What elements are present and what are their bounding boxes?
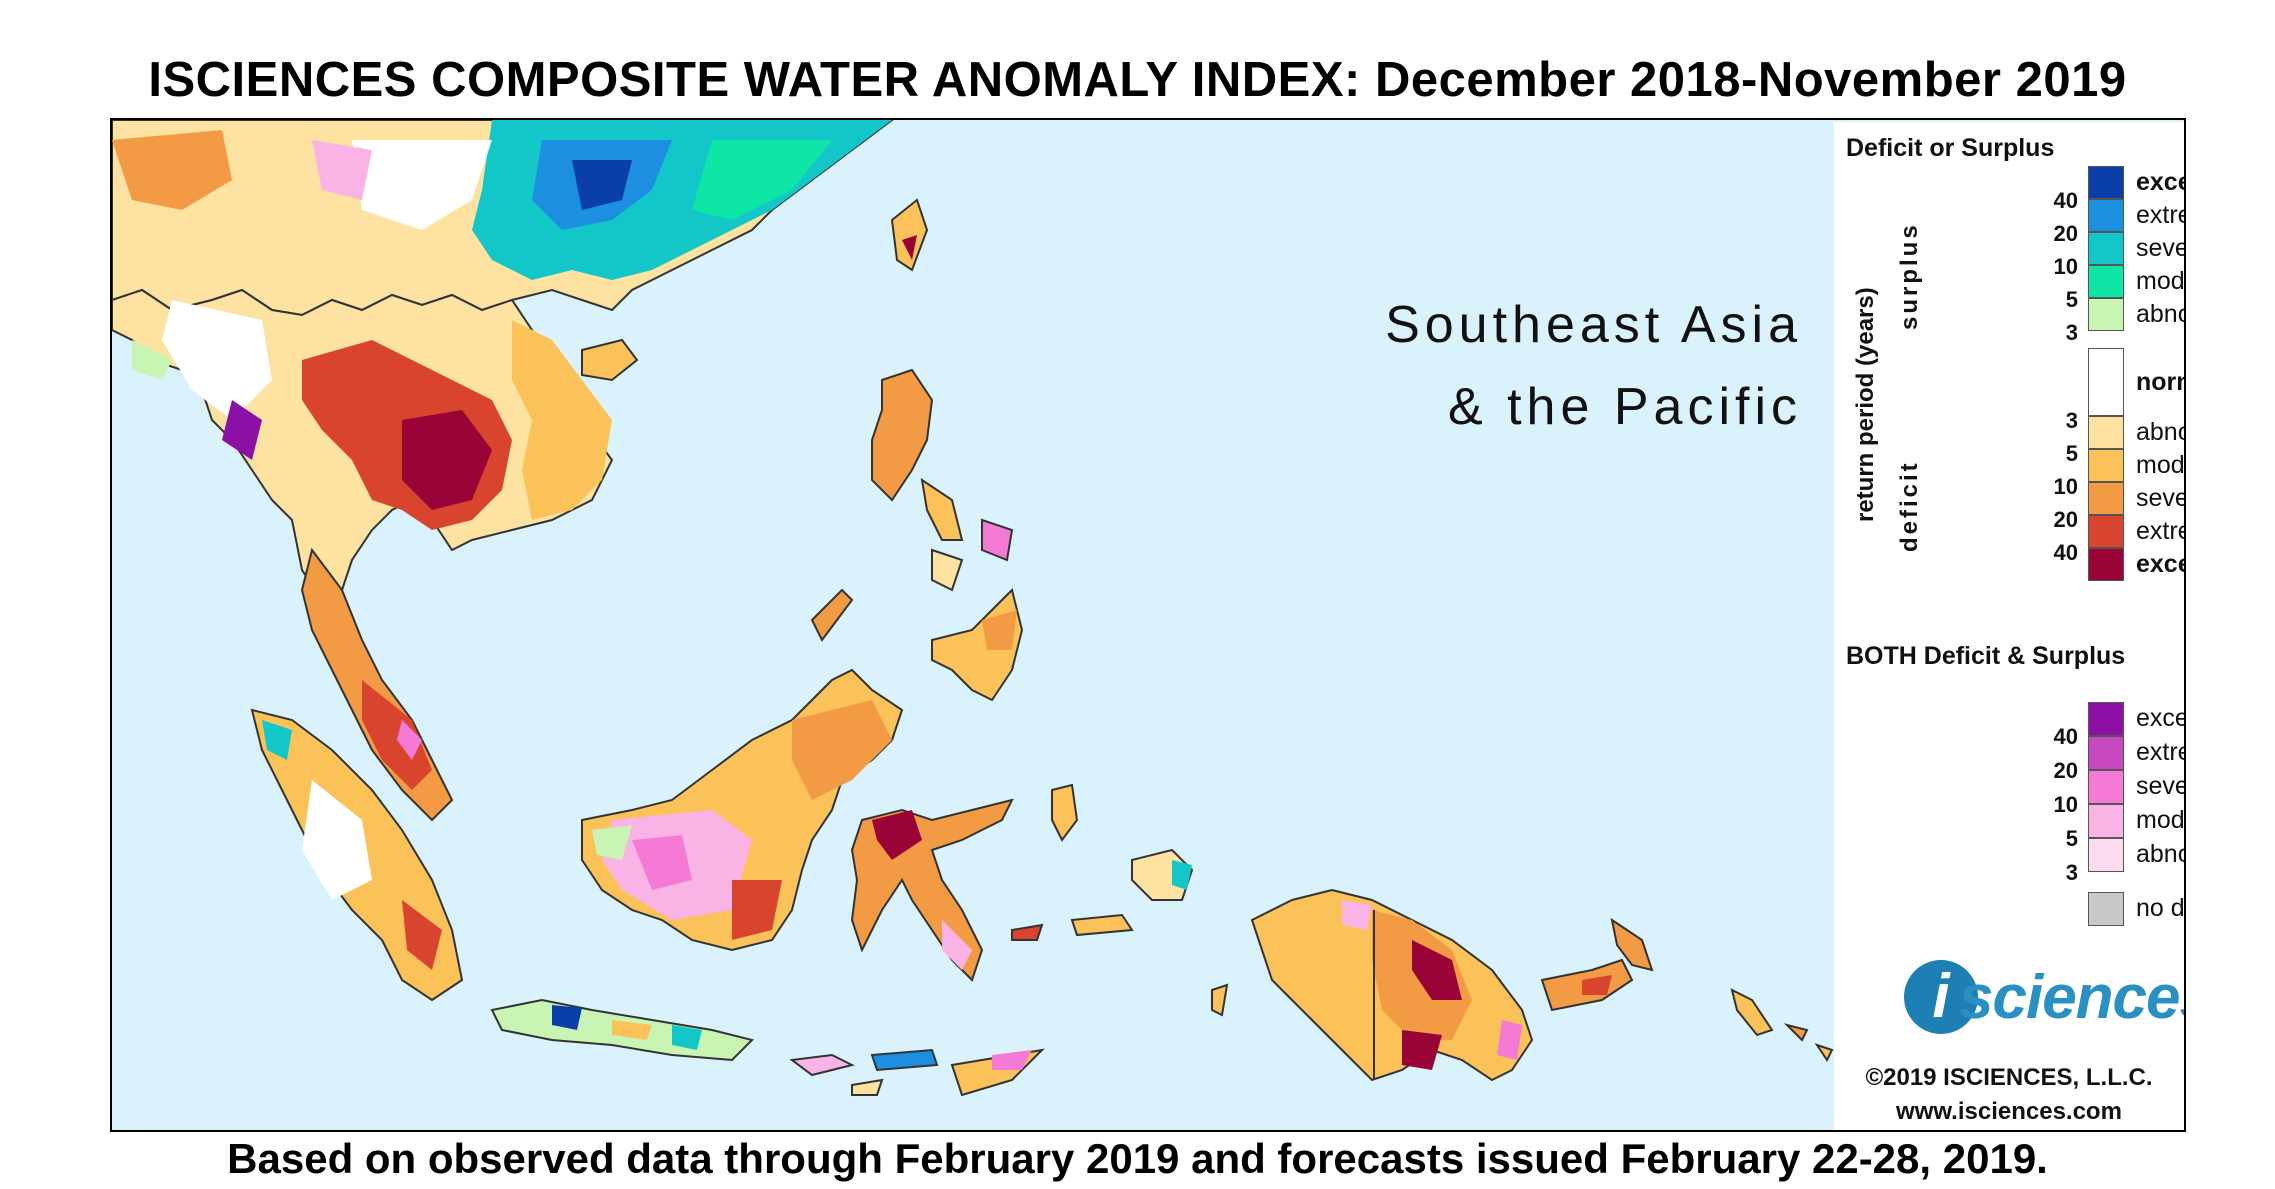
legend-deficit-num-3: 20 (2053, 507, 2078, 532)
legend-deficit-num-0: 3 (2065, 408, 2078, 433)
legend-both-label-2: severe (2136, 772, 2184, 800)
region-label-line2: & the Pacific (1447, 378, 1802, 436)
land-sumatra (250, 708, 464, 1002)
land-indochina (112, 288, 614, 602)
land-china (112, 120, 894, 317)
land-borneo (581, 668, 904, 952)
legend-surplus-num-0: 40 (2053, 188, 2078, 213)
legend-deficit-label-1: moderate (2136, 451, 2185, 479)
legend-both-num-3: 5 (2065, 826, 2078, 851)
land-maluku (1011, 783, 1229, 1017)
legend-axis-label: return period (years) (1852, 287, 1879, 522)
legend-deficit-label-2: severe (2136, 484, 2184, 512)
land-lesser-sunda (789, 1048, 1045, 1097)
legend-deficit-swatch-2 (2088, 482, 2124, 515)
legend-deficit-swatch-4 (2088, 548, 2124, 581)
legend-both-swatch-1 (2088, 736, 2124, 770)
legend-swatch-no-data (2088, 892, 2124, 926)
legend-both-swatch-0 (2088, 702, 2124, 736)
website-link[interactable]: www.isciences.com (1896, 1098, 2122, 1125)
legend-label-normal: normal (2136, 368, 2184, 396)
land-java (490, 998, 754, 1062)
legend-surplus-swatch-4 (2088, 298, 2124, 331)
legend-both-label-4: abnormal (2136, 840, 2184, 868)
legend-label-no-data: no data (2136, 894, 2185, 922)
map-title: ISCIENCES COMPOSITE WATER ANOMALY INDEX:… (148, 53, 2127, 107)
legend-surplus-label-4: abnormal (2136, 300, 2184, 328)
legend-surplus-swatch-1 (2088, 199, 2124, 232)
legend-deficit-label-0: abnormal (2136, 418, 2184, 446)
legend-both-label-1: extreme (2136, 738, 2184, 766)
legend-both-heading: BOTH Deficit & Surplus (1846, 642, 2126, 670)
copyright-text: ©2019 ISCIENCES, L.L.C. (1865, 1064, 2153, 1091)
legend-deficit-swatch-3 (2088, 515, 2124, 548)
legend-surplus-num-1: 20 (2053, 221, 2078, 246)
legend-surplus-label-0: exceptional (2136, 168, 2184, 196)
legend-both-label-0: exceptional (2136, 704, 2184, 732)
legend-both-num-4: 3 (2065, 860, 2078, 885)
legend-deficit-label-4: exceptional (2136, 550, 2184, 578)
legend-surplus-label-3: moderate (2136, 267, 2185, 295)
footer-note: Based on observed data through February … (227, 1135, 2048, 1182)
map-frame: Southeast Asia & the Pacific Deficit or … (110, 118, 2186, 1132)
legend-deficit-num-4: 40 (2053, 540, 2078, 565)
legend-both-swatch-2 (2088, 770, 2124, 804)
region-label: Southeast Asia & the Pacific (1162, 295, 1802, 437)
land-sulawesi (850, 798, 1014, 982)
legend-surplus-label: surplus (1896, 222, 1923, 330)
legend-deficit-label-3: extreme (2136, 517, 2184, 545)
legend-deficit-num-1: 5 (2065, 441, 2078, 466)
legend-deficit-num-2: 10 (2053, 474, 2078, 499)
legend-surplus-swatch-0 (2088, 166, 2124, 199)
legend-surplus-label-1: extreme (2136, 201, 2184, 229)
legend-surplus-swatch-2 (2088, 232, 2124, 265)
legend-surplus-label-2: severe (2136, 234, 2184, 262)
land-bismarck (1540, 917, 1834, 1062)
legend-deficit-swatch-1 (2088, 449, 2124, 482)
region-label-line1: Southeast Asia (1385, 296, 1802, 354)
land-taiwan (890, 198, 929, 272)
legend-deficit-swatch-0 (2088, 416, 2124, 449)
legend-panel: Deficit or Surplus return period (years)… (1834, 122, 2184, 1130)
legend-surplus-num-2: 10 (2053, 254, 2078, 279)
legend-both-num-2: 10 (2053, 792, 2078, 817)
land-malay-peninsula (300, 547, 454, 822)
map-canvas (112, 120, 1834, 1097)
legend-both-num-1: 20 (2053, 758, 2078, 783)
legend-both-swatch-4 (2088, 838, 2124, 872)
legend-surplus-num-3: 5 (2065, 287, 2078, 312)
legend-both-swatch-3 (2088, 804, 2124, 838)
legend-surplus-num-4: 3 (2065, 320, 2078, 345)
land-hainan (581, 338, 639, 382)
isciences-logo-text: sciences (1959, 963, 2184, 1032)
legend-both-num-0: 40 (2053, 724, 2078, 749)
legend-swatch-normal (2088, 348, 2124, 416)
legend-surplus-swatch-3 (2088, 265, 2124, 298)
land-new-guinea (1250, 888, 1534, 1082)
legend-heading: Deficit or Surplus (1846, 134, 2055, 162)
land-philippines (810, 368, 1024, 702)
legend-both-label-3: moderate (2136, 806, 2185, 834)
isciences-logo-icon: i (1904, 960, 1978, 1034)
legend-deficit-label: deficit (1896, 460, 1923, 552)
